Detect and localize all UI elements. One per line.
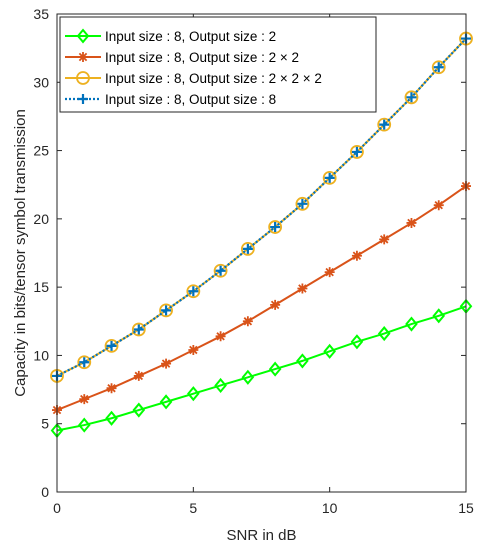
series-4-point bbox=[324, 172, 335, 183]
y-tick-label: 10 bbox=[33, 347, 49, 363]
ticks-layer: 0 5 10 15 0 5 10 15 20 25 30 35 bbox=[33, 6, 474, 516]
legend-marker bbox=[76, 28, 90, 44]
legend-entry-1: Input size : 8, Output size : 2 bbox=[65, 28, 276, 44]
x-tick-label: 5 bbox=[189, 500, 197, 516]
y-tick-label: 30 bbox=[33, 74, 49, 90]
series-4-point bbox=[242, 243, 253, 254]
series-1 bbox=[50, 298, 473, 439]
series-1-point bbox=[214, 377, 227, 394]
series-1-point bbox=[159, 394, 173, 410]
series-1-point bbox=[105, 410, 118, 426]
series-1-point bbox=[432, 308, 446, 324]
series-2-point bbox=[324, 267, 335, 278]
series-3-point bbox=[104, 338, 119, 353]
series-1-point bbox=[377, 326, 391, 342]
legend-label: Input size : 8, Output size : 8 bbox=[105, 92, 276, 107]
series-3-point bbox=[240, 242, 255, 256]
series-4-point bbox=[379, 119, 390, 130]
series-1-point bbox=[187, 386, 200, 402]
y-tick-label: 35 bbox=[33, 6, 49, 22]
series-4-point bbox=[106, 340, 117, 351]
legend-label: Input size : 8, Output size : 2 × 2 bbox=[105, 50, 299, 65]
legend: Input size : 8, Output size : 2 Input siz… bbox=[59, 16, 377, 113]
series-2-point bbox=[79, 394, 90, 405]
series-4-point bbox=[406, 92, 417, 103]
series-2-point bbox=[433, 200, 444, 211]
series-3-point bbox=[268, 220, 283, 234]
series-4-point bbox=[161, 305, 172, 316]
series-3-point bbox=[186, 284, 201, 299]
legend-label: Input size : 8, Output size : 2 × 2 × 2 bbox=[105, 71, 322, 86]
legend-entry-3: Input size : 8, Output size : 2 × 2 × 2 bbox=[65, 71, 322, 86]
series-1-point bbox=[77, 417, 91, 433]
series-3-point bbox=[350, 145, 364, 159]
legend-marker bbox=[76, 71, 90, 85]
y-tick-label: 5 bbox=[41, 416, 49, 432]
y-tick-label: 25 bbox=[33, 143, 49, 159]
y-tick-label: 15 bbox=[33, 279, 49, 295]
series-4-point bbox=[79, 357, 90, 368]
legend-entries: Input size : 8, Output size : 2 Input siz… bbox=[65, 28, 322, 107]
series-4-point bbox=[297, 198, 308, 209]
series-3-point bbox=[295, 196, 310, 211]
series-2-point bbox=[242, 316, 253, 327]
series-3-point bbox=[131, 322, 146, 337]
x-tick-label: 0 bbox=[53, 500, 61, 516]
series-2-point bbox=[133, 370, 144, 381]
legend-box bbox=[59, 16, 377, 113]
series-1-line bbox=[56, 305, 467, 432]
y-tick-label: 20 bbox=[33, 211, 49, 227]
series-2-point bbox=[188, 344, 199, 355]
series-3-point bbox=[322, 170, 337, 185]
series-layer bbox=[50, 31, 473, 439]
legend-label: Input size : 8, Output size : 2 bbox=[105, 29, 276, 44]
series-1-point bbox=[268, 361, 282, 377]
x-tick-label: 15 bbox=[458, 500, 474, 516]
series-1-point bbox=[241, 369, 255, 385]
legend-marker bbox=[78, 52, 88, 62]
series-2-point bbox=[215, 331, 226, 342]
series-4-point bbox=[215, 265, 226, 276]
y-axis-title: Capacity in bits/tensor symbol transmiss… bbox=[12, 109, 29, 397]
series-4-point bbox=[270, 222, 281, 233]
series-3-point bbox=[377, 117, 392, 132]
series-2-line bbox=[56, 185, 467, 411]
series-2 bbox=[52, 181, 471, 416]
y-tick-label: 0 bbox=[41, 484, 49, 500]
series-3-point bbox=[213, 263, 228, 278]
series-4-point bbox=[133, 324, 144, 335]
series-3-point bbox=[159, 303, 173, 318]
series-3-point bbox=[77, 355, 92, 370]
series-4-point bbox=[188, 286, 199, 297]
series-4-line bbox=[56, 37, 467, 377]
series-1-point bbox=[405, 316, 418, 332]
series-3-point bbox=[404, 90, 419, 105]
series-1-point bbox=[132, 402, 146, 418]
series-2-point bbox=[270, 299, 281, 310]
series-2-point bbox=[379, 234, 390, 245]
legend-marker bbox=[78, 94, 88, 104]
series-3-point bbox=[431, 60, 446, 75]
legend-entry-4: Input size : 8, Output size : 8 bbox=[65, 92, 276, 107]
series-2-point bbox=[106, 383, 117, 394]
legend-entry-2: Input size : 8, Output size : 2 × 2 bbox=[65, 50, 299, 65]
series-2-point bbox=[351, 250, 362, 261]
series-4-point bbox=[351, 146, 362, 157]
series-4 bbox=[52, 33, 471, 381]
x-axis-title: SNR in dB bbox=[226, 527, 296, 544]
series-4-point bbox=[433, 62, 444, 73]
series-1-point bbox=[323, 343, 336, 359]
series-2-point bbox=[297, 283, 308, 294]
series-1-point bbox=[296, 353, 309, 369]
series-2-point bbox=[406, 217, 417, 228]
x-tick-label: 10 bbox=[322, 500, 338, 516]
plot-frame bbox=[56, 13, 467, 493]
series-1-point bbox=[350, 334, 364, 350]
series-2-point bbox=[161, 358, 172, 369]
